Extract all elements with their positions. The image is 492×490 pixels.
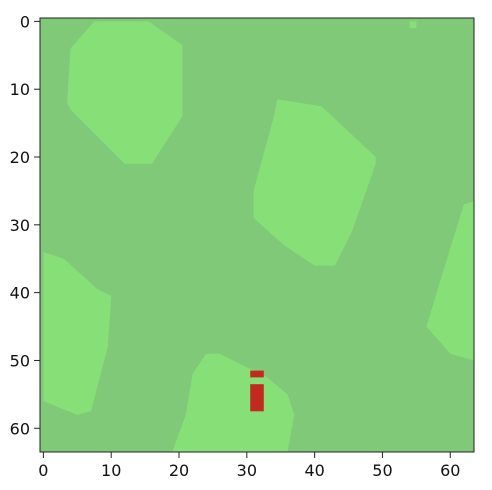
y-tick-label: 0: [20, 12, 30, 31]
light-grass-patch-6: [172, 353, 295, 452]
axes-frame: [39, 17, 475, 453]
y-tick-label: 40: [10, 284, 30, 303]
x-tick-label: 40: [304, 461, 324, 480]
y-axis: 0 10 20 30 40 50 60: [10, 12, 40, 438]
agent-body: [250, 384, 264, 412]
x-tick-label: 60: [440, 461, 460, 480]
y-tick-label: 60: [10, 419, 30, 438]
light-grass-patches: [43, 21, 474, 452]
x-tick-label: 20: [169, 461, 189, 480]
light-grass-patch-2: [409, 21, 417, 29]
agent-sprite: [250, 370, 264, 412]
light-grass-patch-3: [253, 99, 376, 266]
y-tick-label: 10: [10, 80, 30, 99]
x-axis: 0 10 20 30 40 50 60: [38, 452, 460, 480]
light-grass-patch-4: [426, 201, 474, 361]
light-grass-patch-1: [67, 21, 183, 164]
light-grass-patch-5: [43, 252, 112, 415]
agent-head: [250, 370, 264, 378]
game-map-image: [40, 18, 474, 452]
y-tick-label: 30: [10, 216, 30, 235]
y-tick-label: 50: [10, 351, 30, 370]
y-tick-label: 20: [10, 148, 30, 167]
x-tick-label: 30: [237, 461, 257, 480]
x-tick-label: 0: [38, 461, 48, 480]
x-tick-label: 10: [101, 461, 121, 480]
x-tick-label: 50: [372, 461, 392, 480]
